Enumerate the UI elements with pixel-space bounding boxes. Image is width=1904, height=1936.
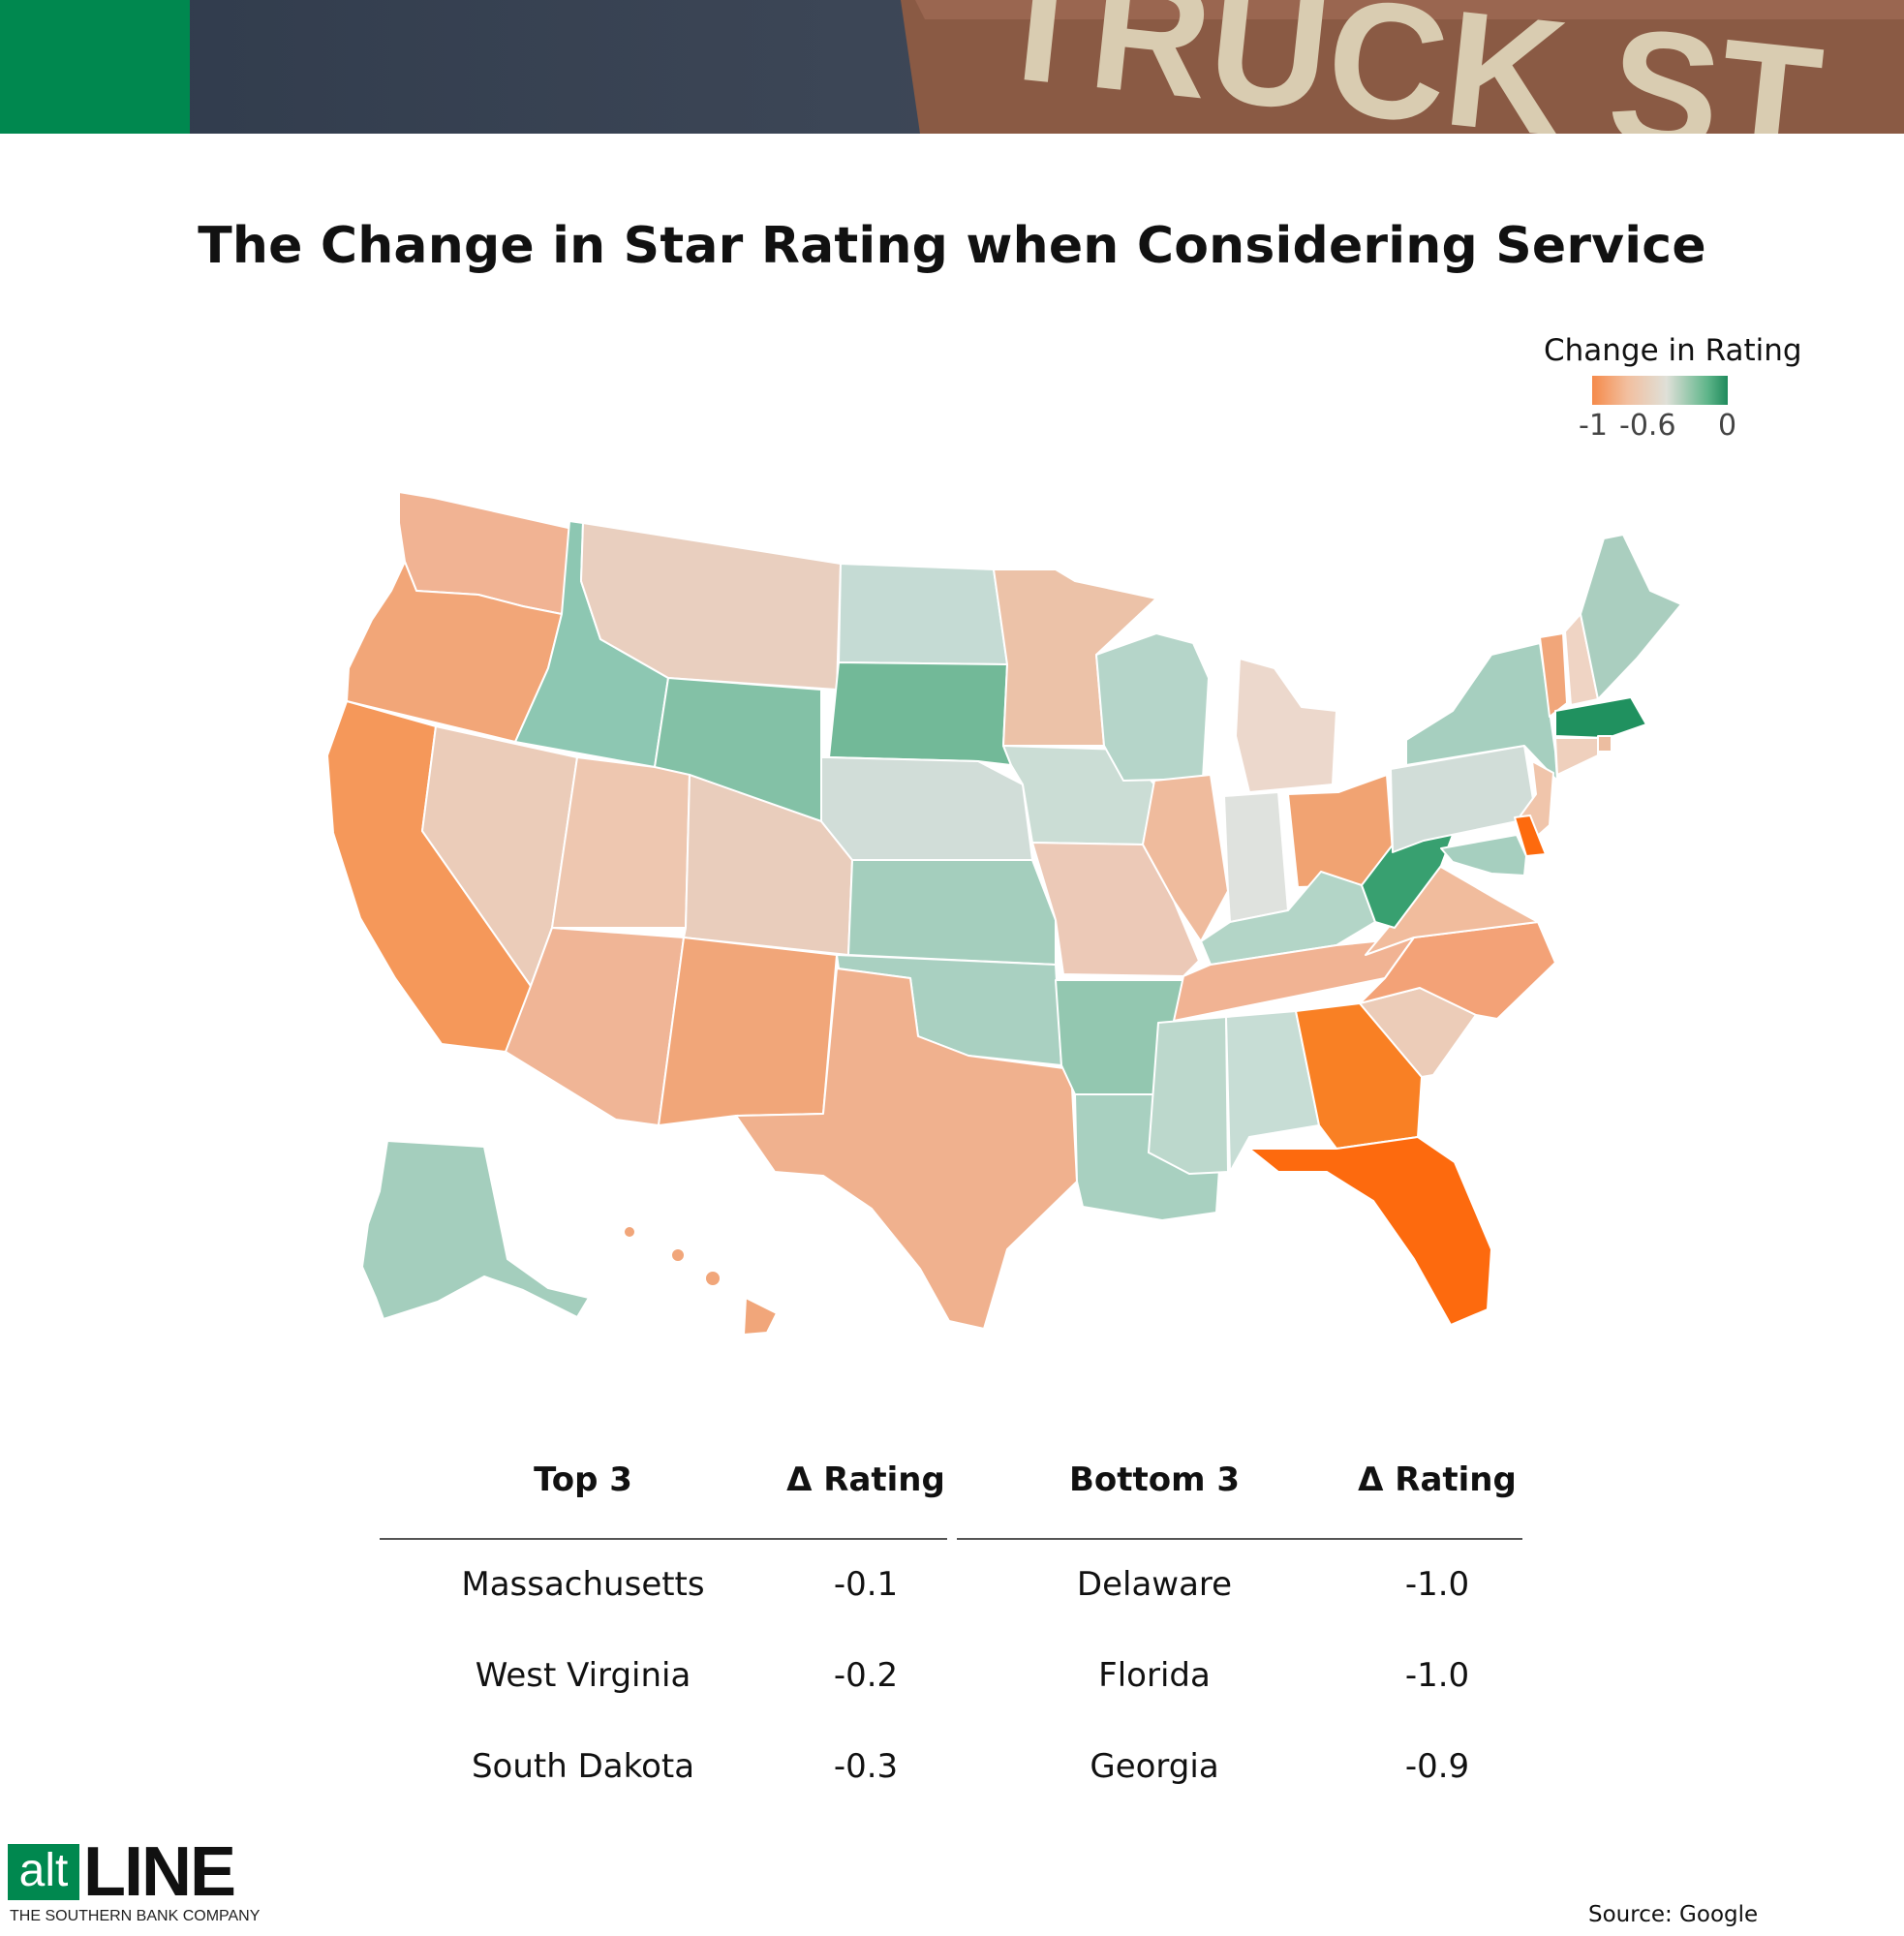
bottom-3-value-2: -1.0 xyxy=(1404,1656,1470,1695)
logo-line: LINE xyxy=(83,1833,236,1911)
state-UT xyxy=(551,756,691,929)
state-HI xyxy=(623,1225,778,1336)
legend-tick-max: 0 xyxy=(1718,409,1737,443)
state-MS xyxy=(1148,1016,1229,1175)
bottom-3-value-3: -0.9 xyxy=(1404,1747,1470,1786)
state-NE xyxy=(820,756,1033,861)
top-3-state-3: South Dakota xyxy=(471,1747,695,1786)
state-AL xyxy=(1225,1010,1320,1173)
top-3-value-2: -0.2 xyxy=(833,1656,899,1695)
bottom-3-rule xyxy=(957,1538,1522,1540)
top-3-rating-header: Δ Rating xyxy=(786,1460,945,1499)
truck-stop-sign-photo: TRUCK ST xyxy=(901,0,1904,134)
top-3-rule xyxy=(380,1538,947,1540)
truck-stop-sign-text: TRUCK ST xyxy=(982,0,1829,134)
state-KS xyxy=(847,859,1057,966)
bottom-3-state-1: Delaware xyxy=(1076,1565,1233,1604)
state-TX xyxy=(735,968,1078,1330)
legend-title: Change in Rating xyxy=(1544,333,1802,368)
state-VT xyxy=(1539,632,1568,718)
logo-tagline: THE SOUTHERN BANK COMPANY xyxy=(10,1908,261,1924)
top-3-value-1: -0.1 xyxy=(833,1565,899,1604)
state-IN xyxy=(1223,791,1289,923)
source-note: Source: Google xyxy=(1588,1902,1759,1927)
banner-green-block xyxy=(0,0,190,134)
logo-alt: alt xyxy=(8,1844,79,1900)
legend-gradient-bar xyxy=(1592,376,1728,405)
legend-tick-min: -1 xyxy=(1579,409,1608,443)
legend-tick-mid: -0.6 xyxy=(1619,409,1676,443)
bottom-3-state-2: Florida xyxy=(1098,1656,1211,1695)
state-ME xyxy=(1580,534,1682,700)
us-choropleth-map xyxy=(326,491,1682,1336)
state-RI xyxy=(1597,735,1612,753)
state-MD xyxy=(1440,834,1527,876)
state-NM xyxy=(658,937,838,1126)
state-SD xyxy=(828,661,1012,766)
state-ND xyxy=(838,563,1008,665)
state-DE xyxy=(1514,814,1547,857)
state-CT xyxy=(1554,737,1599,776)
top-3-state-2: West Virginia xyxy=(475,1656,691,1695)
header-banner: TRUCK ST xyxy=(0,0,1904,134)
state-AK xyxy=(361,1140,590,1320)
bottom-3-value-1: -1.0 xyxy=(1404,1565,1470,1604)
top-3-header: Top 3 xyxy=(534,1460,632,1499)
top-3-value-3: -0.3 xyxy=(833,1747,899,1786)
bottom-3-state-3: Georgia xyxy=(1090,1747,1219,1786)
state-FL xyxy=(1248,1136,1492,1326)
bottom-3-header: Bottom 3 xyxy=(1068,1460,1241,1499)
page-title: The Change in Star Rating when Consideri… xyxy=(198,217,1706,275)
state-MA xyxy=(1554,696,1647,739)
state-WI xyxy=(1095,632,1210,782)
top-3-state-1: Massachusetts xyxy=(461,1565,705,1604)
state-MI xyxy=(1235,658,1337,793)
bottom-3-rating-header: Δ Rating xyxy=(1358,1460,1517,1499)
